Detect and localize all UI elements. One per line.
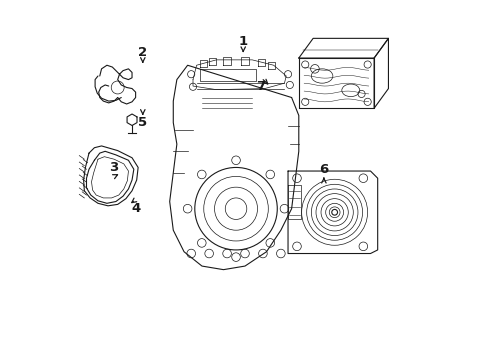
Text: 4: 4 bbox=[131, 202, 140, 215]
Text: 6: 6 bbox=[319, 163, 328, 176]
Text: 2: 2 bbox=[138, 46, 147, 59]
Text: 3: 3 bbox=[109, 161, 119, 174]
Text: 1: 1 bbox=[239, 35, 248, 49]
Text: 7: 7 bbox=[257, 80, 266, 93]
Text: 5: 5 bbox=[138, 116, 147, 129]
